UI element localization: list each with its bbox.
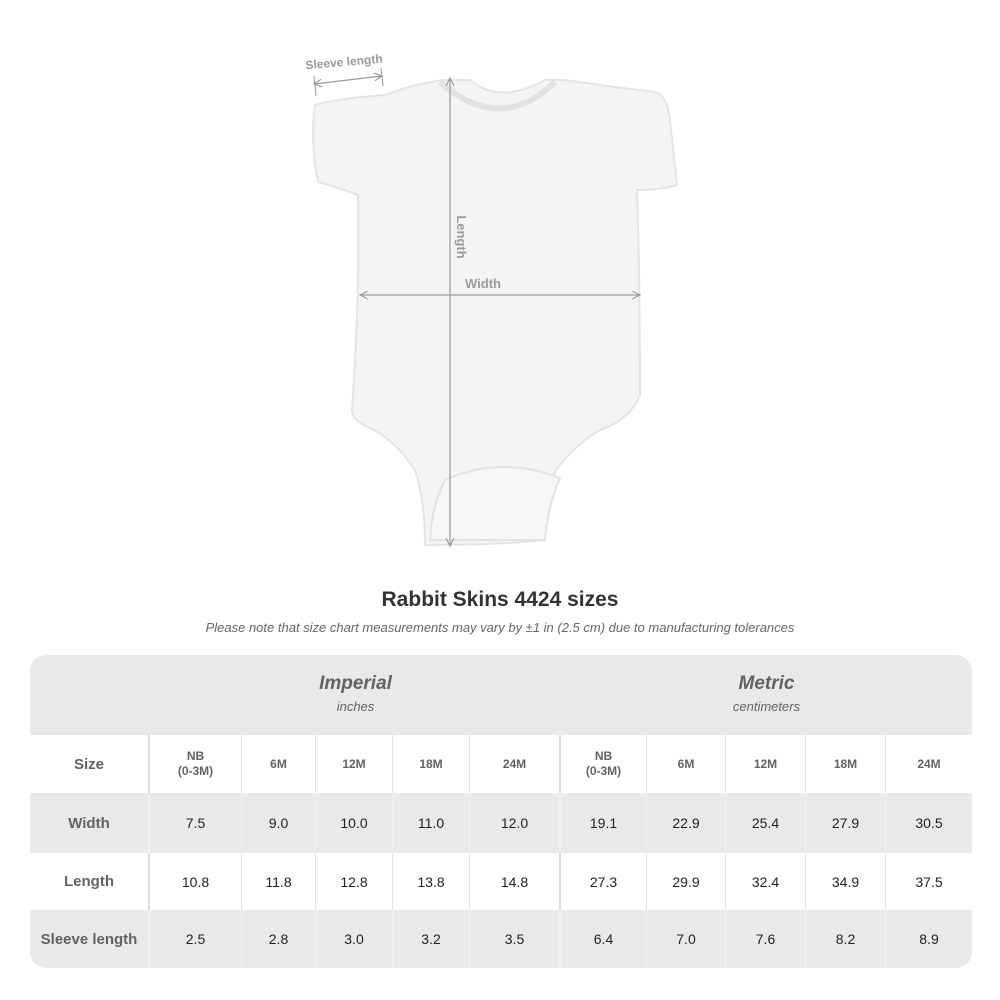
imperial-unit: inches	[336, 699, 375, 714]
metric-header: Metric centimeters	[561, 655, 972, 735]
metric-value-cell: 22.9	[647, 793, 726, 853]
size-header-cell: 6M	[242, 735, 316, 793]
tolerance-note: Please note that size chart measurements…	[205, 620, 795, 635]
size-chart-table: Imperial inches Metric centimeters Size N…	[30, 655, 972, 968]
imperial-value-cell: 12.0	[470, 793, 561, 853]
metric-title: Metric	[738, 673, 795, 694]
imperial-value-cell: 10.0	[316, 793, 393, 853]
size-header-cell: NB (0-3M)	[561, 735, 647, 793]
width-label: Width	[465, 276, 501, 291]
imperial-title: Imperial	[319, 673, 392, 694]
size-header-cell: 18M	[806, 735, 886, 793]
row-label: Length	[30, 853, 150, 910]
imperial-header: Imperial inches	[150, 655, 561, 735]
imperial-value-cell: 2.5	[150, 910, 242, 968]
imperial-value-cell: 3.2	[393, 910, 470, 968]
unit-header-band	[30, 655, 972, 735]
length-label: Length	[454, 215, 469, 258]
size-header-cell: 24M	[470, 735, 561, 793]
metric-value-cell: 25.4	[726, 793, 806, 853]
imperial-value-cell: 10.8	[150, 853, 242, 910]
metric-value-cell: 37.5	[915, 873, 943, 890]
metric-value-cell: 27.3	[561, 853, 647, 910]
onesie-snap-flap	[428, 466, 562, 541]
sleeve-length-label: Sleeve length	[305, 52, 383, 73]
metric-value-cell: 19.1	[561, 793, 647, 853]
sleeve-measure-line	[314, 76, 382, 84]
metric-value-cell: 7.6	[726, 910, 806, 968]
sleeve-tick	[313, 75, 317, 97]
imperial-value-cell: 13.8	[393, 853, 470, 910]
imperial-value-cell: 9.0	[242, 793, 316, 853]
imperial-value-cell: 3.0	[316, 910, 393, 968]
row-label: Sleeve length	[30, 910, 150, 968]
table-row: Width 7.5 9.0 10.0 11.0 12.0 19.1 22.9 25.4 27.9 3…	[30, 793, 972, 853]
metric-value-cell: 34.9	[806, 853, 886, 910]
imperial-value-cell: 12.8	[316, 853, 393, 910]
onesie-diagram: Sleeve length Length Width	[305, 52, 679, 560]
size-header-cell: 6M	[647, 735, 726, 793]
metric-value-cell: 30.5	[915, 815, 943, 831]
size-header-cell: 12M	[316, 735, 393, 793]
size-header-cell: 18M	[393, 735, 470, 793]
size-header-cell: NB (0-3M)	[150, 735, 242, 793]
table-row: Sleeve length 2.5 2.8 3.0 3.2 3.5 6.4 7.0 7.6 8.2…	[30, 910, 972, 968]
metric-value-cell: 6.4	[561, 910, 647, 968]
imperial-value-cell: 14.8	[470, 853, 561, 910]
imperial-value-cell: 11.0	[393, 793, 470, 853]
metric-value-cell: 27.9	[806, 793, 886, 853]
metric-value-cell: 8.2	[806, 910, 886, 968]
row-label: Width	[30, 793, 150, 853]
imperial-value-cell: 7.5	[150, 793, 242, 853]
size-header-cell: 24M	[917, 756, 941, 771]
imperial-value-cell: 3.5	[470, 910, 561, 968]
metric-unit: centimeters	[732, 699, 801, 714]
page-title: Rabbit Skins 4424 sizes	[381, 588, 619, 611]
metric-value-cell: 32.4	[726, 853, 806, 910]
table-row: Length 10.8 11.8 12.8 13.8 14.8 27.3 29.9 32.4 34…	[30, 853, 972, 910]
size-header-cell: 12M	[726, 735, 806, 793]
metric-value-cell: 8.9	[919, 931, 939, 947]
size-label: Size	[30, 735, 150, 793]
imperial-value-cell: 11.8	[242, 853, 316, 910]
sleeve-tick	[380, 67, 384, 87]
metric-value-cell: 7.0	[647, 910, 726, 968]
imperial-value-cell: 2.8	[242, 910, 316, 968]
size-header-row: Size NB (0-3M) 6M 12M 18M 24M NB (0-3M) 6M 12M 18…	[30, 735, 972, 793]
metric-value-cell: 29.9	[647, 853, 726, 910]
